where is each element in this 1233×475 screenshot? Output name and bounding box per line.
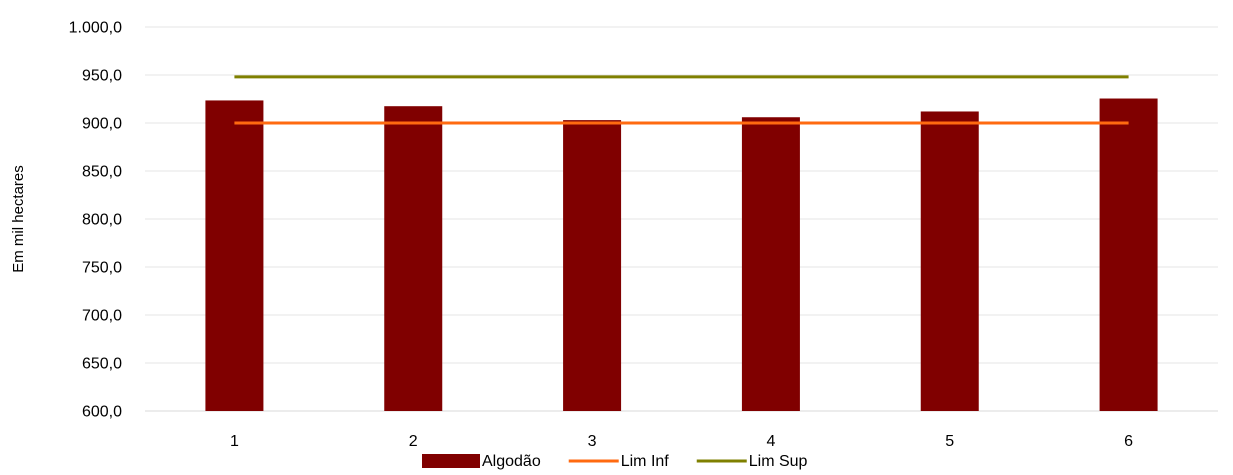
lines (234, 75, 1129, 125)
bar (205, 100, 264, 411)
x-tick-label: 3 (588, 433, 597, 450)
y-tick-label: 700,0 (82, 308, 122, 325)
legend-label: Algodão (482, 453, 541, 470)
y-axis-ticks: 600,0 650,0 700,0 750,0 800,0 850,0 900,0 950,0… (69, 20, 122, 421)
y-tick-label: 950,0 (82, 68, 122, 85)
y-tick-label: 900,0 (82, 116, 122, 133)
legend-item: Lim Inf (568, 453, 670, 470)
legend-label: Lim Inf (621, 453, 670, 470)
y-tick-label: 750,0 (82, 260, 122, 277)
bar (1099, 98, 1158, 412)
legend-item: Algodão (422, 453, 541, 470)
bars (205, 98, 1158, 412)
x-tick-label: 2 (409, 433, 418, 450)
legend-swatch (422, 454, 480, 468)
y-tick-label: 800,0 (82, 212, 122, 229)
bar (563, 120, 622, 412)
y-tick-label: 850,0 (82, 164, 122, 181)
y-tick-label: 650,0 (82, 356, 122, 373)
gridlines (145, 26, 1218, 412)
x-tick-label: 4 (766, 433, 775, 450)
x-axis-ticks: 1 2 3 4 5 6 (230, 433, 1133, 450)
y-axis-title: Em mil hectares (10, 165, 27, 273)
legend-label: Lim Sup (749, 453, 808, 470)
x-tick-label: 6 (1124, 433, 1133, 450)
bar (384, 106, 443, 411)
y-tick-label: 1.000,0 (69, 20, 122, 37)
y-tick-label: 600,0 (82, 404, 122, 421)
legend-item: Lim Sup (696, 453, 808, 470)
bar (920, 111, 979, 411)
bar (741, 117, 800, 412)
legend: Algodão Lim Inf Lim Sup (422, 453, 808, 470)
x-tick-label: 5 (945, 433, 954, 450)
x-tick-label: 1 (230, 433, 239, 450)
